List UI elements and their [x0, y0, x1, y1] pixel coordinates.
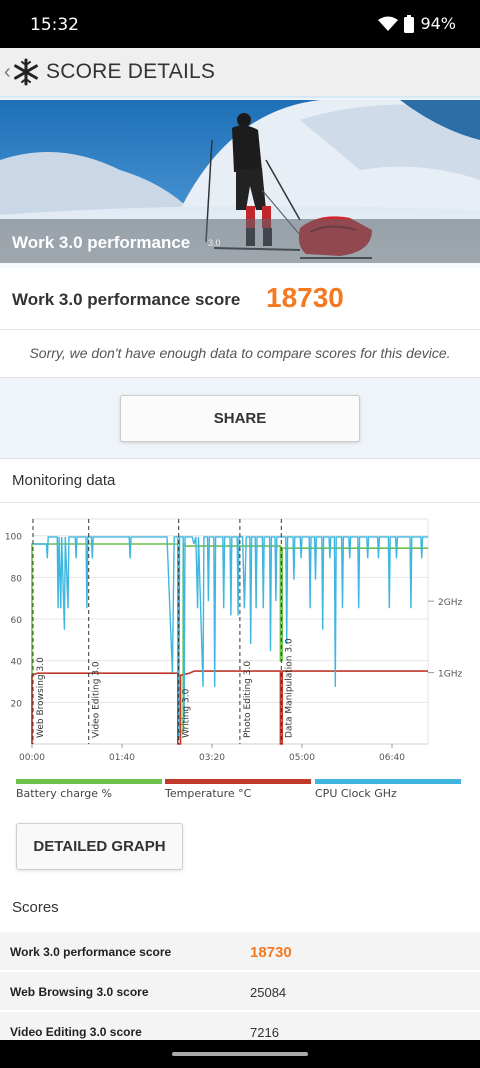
legend-battery-swatch — [16, 779, 162, 784]
legend-temperature-label: Temperature °C — [165, 787, 252, 800]
phase-label: Video Editing 3.0 — [92, 661, 102, 738]
home-handle[interactable] — [172, 1052, 308, 1056]
x-tick-label: 05:00 — [289, 753, 315, 763]
navigation-bar — [0, 1040, 480, 1068]
score-row-value: 18730 — [250, 944, 292, 961]
scores-table: Work 3.0 performance score 18730 Web Bro… — [0, 930, 480, 1050]
score-label: Work 3.0 performance score — [12, 290, 241, 309]
hero-version: 3.0 — [208, 238, 221, 248]
y-tick-label: 40 — [11, 658, 23, 668]
hero-title: Work 3.0 performance — [12, 233, 191, 252]
y2-tick-label: 2GHz — [438, 598, 462, 608]
chevron-left-icon[interactable]: ‹ — [4, 61, 11, 83]
score-row-name: Work 3.0 performance score — [10, 945, 172, 959]
x-tick-label: 01:40 — [109, 753, 135, 763]
score-row-value: 7216 — [250, 1025, 279, 1040]
legend-cpu-label: CPU Clock GHz — [315, 787, 397, 800]
x-tick-label: 00:00 — [19, 753, 45, 763]
x-tick-label: 03:20 — [199, 753, 225, 763]
phase-label: Web Browsing 3.0 — [36, 657, 46, 738]
legend-battery: Battery charge % — [16, 779, 162, 800]
app-bar: ‹ SCORE DETAILS — [0, 48, 480, 98]
wifi-icon — [378, 16, 399, 31]
monitoring-section: Monitoring data 20 40 60 80 100 1GHz 2GHz 00:00… — [0, 458, 480, 1050]
status-icons: 94% — [378, 14, 456, 33]
legend-temperature-swatch — [165, 779, 311, 784]
status-time: 15:32 — [30, 15, 79, 35]
legend-cpu: CPU Clock GHz — [315, 779, 461, 800]
y-tick-label: 80 — [11, 574, 23, 584]
page-title: SCORE DETAILS — [46, 60, 216, 83]
battery-percent: 94% — [420, 14, 456, 33]
legend-temperature: Temperature °C — [165, 779, 311, 800]
status-bar: 15:32 94% — [0, 0, 480, 48]
table-row[interactable]: Web Browsing 3.0 score 25084 — [0, 970, 480, 1010]
score-row-name: Web Browsing 3.0 score — [10, 985, 149, 999]
series-line — [33, 536, 428, 737]
legend-cpu-swatch — [315, 779, 461, 784]
battery-icon — [404, 14, 415, 33]
phase-label: Writing 3.0 — [182, 688, 192, 738]
x-tick-label: 06:40 — [379, 753, 405, 763]
phase-label: Photo Editing 3.0 — [243, 661, 253, 738]
table-row[interactable]: Work 3.0 performance score 18730 — [0, 930, 480, 970]
score-value: 18730 — [266, 282, 344, 313]
monitoring-title: Monitoring data — [12, 472, 116, 489]
y-tick-label: 60 — [11, 616, 23, 626]
compare-message: Sorry, we don't have enough data to comp… — [0, 330, 480, 378]
share-button[interactable]: SHARE — [120, 395, 360, 442]
snowflake-icon — [14, 58, 38, 86]
hero-label-band — [0, 219, 480, 263]
detailed-graph-button[interactable]: DETAILED GRAPH — [16, 823, 183, 870]
y-tick-label: 20 — [11, 699, 23, 709]
y-tick-label: 100 — [5, 533, 22, 543]
score-row-value: 25084 — [250, 985, 287, 1000]
score-card: Work 3.0 performance score 18730 — [0, 268, 480, 330]
monitoring-header: Monitoring data — [0, 459, 480, 503]
phase-label: Data Manipulation 3.0 — [284, 638, 294, 738]
monitoring-chart[interactable]: 20 40 60 80 100 1GHz 2GHz 00:00 01:40 03:20 05:00 0… — [0, 511, 480, 773]
scores-title: Scores — [12, 899, 59, 916]
score-row-name: Video Editing 3.0 score — [10, 1025, 142, 1039]
hero-banner: Work 3.0 performance 3.0 — [0, 100, 480, 268]
y2-tick-label: 1GHz — [438, 670, 462, 680]
legend-battery-label: Battery charge % — [16, 787, 112, 800]
